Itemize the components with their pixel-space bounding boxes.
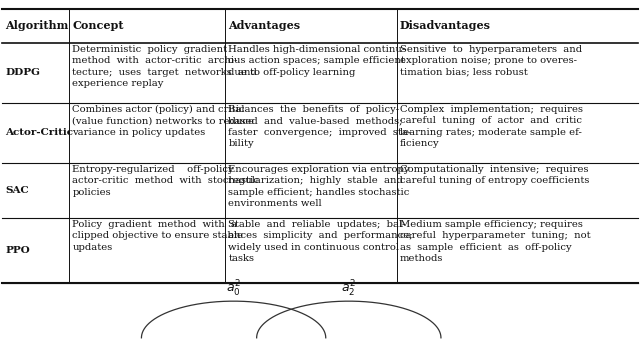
Text: Entropy-regularized    off-policy
actor-critic  method  with  stochastic
policie: Entropy-regularized off-policy actor-cri… [72, 165, 259, 197]
Text: DDPG: DDPG [5, 68, 40, 77]
Text: Medium sample efficiency; requires
careful  hyperparameter  tuning;  not
as  sam: Medium sample efficiency; requires caref… [400, 220, 591, 263]
Text: Sensitive  to  hyperparameters  and
exploration noise; prone to overes-
timation: Sensitive to hyperparameters and explora… [400, 45, 582, 77]
Text: Complex  implementation;  requires
careful  tuning  of  actor  and  critic
learn: Complex implementation; requires careful… [400, 105, 583, 148]
Text: Encourages exploration via entropy
regularization;  highly  stable  and
sample e: Encourages exploration via entropy regul… [228, 165, 410, 208]
Text: Stable  and  reliable  updates;  bal-
ances  simplicity  and  performance;
widel: Stable and reliable updates; bal- ances … [228, 220, 413, 263]
Text: Combines actor (policy) and critic
(value function) networks to reduce
variance : Combines actor (policy) and critic (valu… [72, 105, 254, 137]
Text: Advantages: Advantages [228, 20, 301, 31]
Text: Concept: Concept [72, 20, 124, 31]
Text: Disadvantages: Disadvantages [400, 20, 491, 31]
Text: SAC: SAC [5, 186, 29, 195]
Text: Balances  the  benefits  of  policy-
based  and  value-based  methods;
faster  c: Balances the benefits of policy- based a… [228, 105, 412, 148]
Text: PPO: PPO [5, 246, 30, 255]
Text: $a_2^2$: $a_2^2$ [341, 279, 356, 299]
Text: Computationally  intensive;  requires
careful tuning of entropy coefficients: Computationally intensive; requires care… [400, 165, 589, 185]
Text: Algorithm: Algorithm [5, 20, 68, 31]
Text: Policy  gradient  method  with  a
clipped objective to ensure stable
updates: Policy gradient method with a clipped ob… [72, 220, 243, 252]
Text: Deterministic  policy  gradient
method  with  actor-critic  archi-
tecture;  use: Deterministic policy gradient method wit… [72, 45, 257, 88]
Text: Actor-Critic: Actor-Critic [5, 128, 73, 137]
Text: $a_0^2$: $a_0^2$ [226, 279, 241, 299]
Text: Handles high-dimensional continu-
ous action spaces; sample efficient
due to off: Handles high-dimensional continu- ous ac… [228, 45, 406, 77]
